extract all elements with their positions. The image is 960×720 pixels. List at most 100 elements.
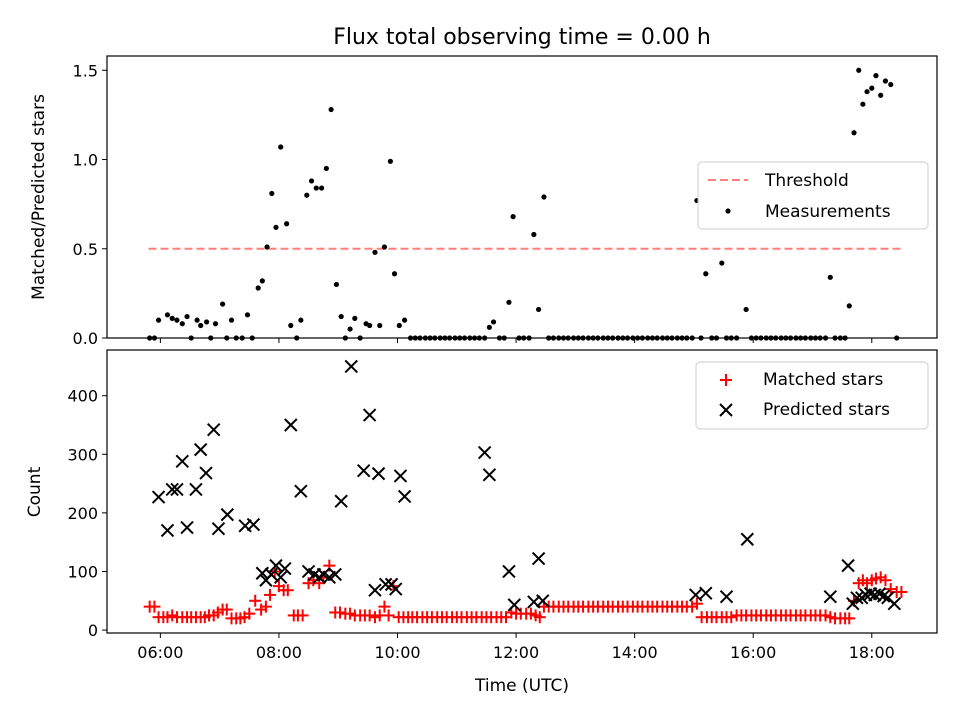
bottom-x-tick-label-3: 12:00: [493, 643, 539, 662]
top-legend-box: [697, 161, 929, 230]
top-y-tick-label-2: 1.0: [73, 151, 98, 170]
bottom-y-tick-label-2: 200: [67, 504, 98, 523]
measurement-point-24: [269, 190, 275, 197]
predicted-point-19: [278, 561, 292, 576]
legend-matched-label: Matched stars: [763, 370, 883, 390]
measurement-point-49: [391, 271, 398, 277]
legend-predicted-label: Predicted stars: [763, 400, 890, 420]
bottom-y-tick-label-3: 300: [67, 445, 98, 464]
predicted-point-52: [846, 596, 860, 611]
matched-point-1: [148, 600, 161, 613]
legend-measurements-label: Measurements: [765, 202, 891, 222]
predicted-point-30: [357, 463, 371, 478]
legend-threshold-label: Threshold: [764, 171, 849, 191]
predicted-point-39: [477, 445, 492, 460]
measurement-point-50: [396, 322, 402, 329]
measurement-point-9: [194, 317, 200, 323]
measurement-point-5: [174, 317, 180, 323]
measurement-point-35: [323, 165, 329, 172]
measurement-point-4: [169, 315, 175, 321]
bottom-legend-box: [695, 361, 929, 430]
matched-point-22: [243, 607, 256, 620]
measurement-point-149: [888, 81, 894, 88]
bottom-y-axis-label: Count: [25, 466, 45, 517]
predicted-point-8: [199, 466, 213, 480]
measurement-point-10: [198, 322, 204, 329]
measurement-point-40: [347, 326, 353, 332]
bottom-y-tick-label-0: 0: [88, 621, 98, 640]
predicted-point-10: [211, 521, 226, 536]
predicted-point-28: [334, 494, 348, 508]
bottom-x-tick-label-1: 08:00: [256, 643, 302, 662]
matched-point-155: [895, 585, 908, 598]
predicted-point-49: [740, 532, 754, 546]
legend-predicted-swatch: [719, 403, 733, 417]
measurement-point-23: [264, 244, 270, 250]
bottom-axes-frame: [106, 349, 938, 634]
measurement-point-30: [298, 317, 304, 323]
measurement-point-7: [184, 313, 190, 320]
top-y-tick-label-1: 0.5: [73, 240, 98, 259]
predicted-point-5: [180, 520, 194, 535]
matched-point-40: [333, 606, 346, 619]
predicted-point-21: [294, 484, 308, 498]
matched-point-49: [378, 600, 391, 613]
bottom-legend: Matched stars Predicted stars: [695, 361, 929, 430]
predicted-point-9: [207, 422, 221, 437]
predicted-point-31: [362, 408, 377, 422]
measurement-point-2: [155, 317, 162, 323]
top-legend: Threshold Measurements: [697, 161, 929, 230]
measurement-point-68: [486, 324, 492, 330]
measurement-point-41: [352, 315, 358, 321]
predicted-point-17: [269, 558, 283, 573]
predicted-point-33: [368, 583, 382, 597]
top-panel: 0.0 0.5 1.0 1.5 Matched/Predicted stars Thr…: [29, 55, 938, 348]
measurement-point-147: [878, 92, 884, 98]
measurement-point-3: [164, 312, 171, 318]
measurement-point-47: [381, 244, 388, 250]
predicted-point-11: [220, 507, 235, 522]
predicted-point-41: [502, 564, 516, 579]
measurement-point-69: [490, 319, 497, 325]
measurement-point-26: [278, 144, 284, 150]
measurement-point-19: [244, 312, 251, 318]
predicted-point-53: [850, 591, 864, 605]
predicted-point-27: [328, 567, 342, 582]
predicted-point-6: [189, 482, 203, 497]
predicted-point-7: [193, 442, 208, 457]
bottom-x-tick-label-5: 16:00: [730, 643, 776, 662]
predicted-point-59: [876, 589, 891, 603]
predicted-point-47: [699, 586, 713, 600]
matched-point-144: [843, 612, 856, 625]
matched-point-152: [879, 574, 892, 587]
matched-point-120: [725, 611, 738, 624]
measurement-point-46: [377, 322, 383, 329]
measurement-point-143: [860, 101, 866, 107]
measurement-point-44: [367, 322, 373, 329]
measurement-point-14: [220, 301, 226, 307]
matched-point-17: [220, 603, 233, 616]
measurement-point-79: [541, 194, 547, 200]
measurement-point-33: [313, 185, 319, 191]
measurement-point-141: [851, 130, 857, 136]
measurement-point-32: [308, 178, 315, 184]
measurement-point-25: [273, 224, 279, 230]
predicted-point-48: [719, 589, 734, 604]
measurement-point-119: [743, 306, 749, 313]
bottom-x-tick-label-4: 14:00: [612, 643, 658, 662]
measurement-point-140: [846, 303, 852, 309]
measurement-point-21: [255, 285, 261, 291]
predicted-point-13: [246, 517, 261, 532]
measurement-point-115: [719, 260, 725, 266]
measurement-point-22: [259, 278, 265, 284]
predicted-point-51: [841, 558, 855, 573]
measurement-point-73: [510, 214, 516, 220]
predicted-point-16: [264, 567, 278, 582]
predicted-point-1: [160, 523, 175, 538]
measurement-point-145: [869, 85, 875, 91]
matched-point-46: [363, 609, 376, 622]
measurement-point-148: [882, 78, 889, 84]
top-axes-frame: [106, 55, 938, 339]
matched-point-23: [249, 594, 262, 607]
